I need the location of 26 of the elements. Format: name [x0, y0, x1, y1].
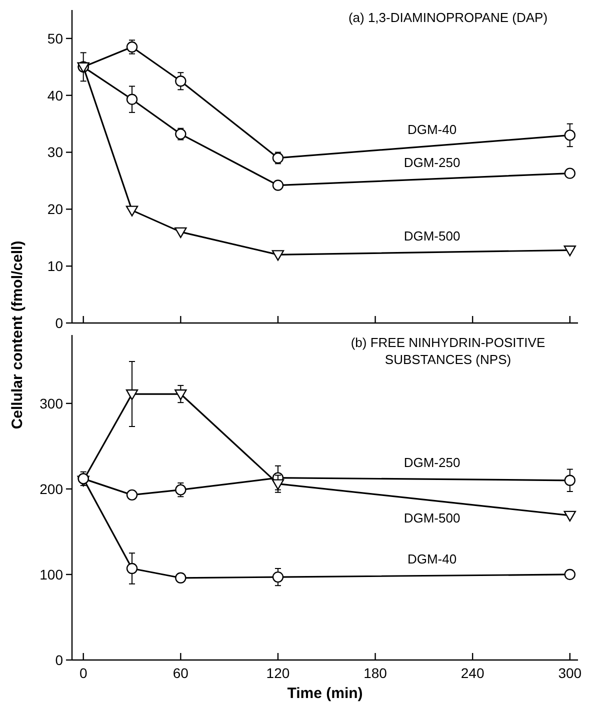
- x-tick-label: 300: [558, 665, 582, 681]
- y-tick-label: 50: [47, 30, 64, 46]
- series-label: DGM-500: [404, 228, 460, 244]
- x-axis-title: Time (min): [287, 685, 363, 702]
- series-label: DGM-40: [407, 122, 457, 137]
- x-tick-label: 180: [364, 665, 388, 681]
- y-tick-label: 10: [47, 258, 64, 274]
- y-tick-label: 20: [47, 201, 64, 218]
- series-label: DGM-250: [404, 455, 460, 470]
- x-tick-label: 60: [172, 665, 189, 681]
- y-tick-label: 40: [47, 87, 64, 104]
- series-label: DGM-250: [404, 154, 460, 170]
- text: (b) FREE NINHYDRIN-POSITIVE SUBSTANCES (NPS): [350, 335, 546, 367]
- x-tick-label: 240: [460, 665, 484, 681]
- series-label: DGM-500: [404, 510, 460, 526]
- series-label: DGM-40: [407, 552, 457, 567]
- y-axis-title: Cellular content (fmol/cell): [9, 240, 26, 430]
- x-tick-label: 120: [266, 665, 290, 681]
- x-tick-label: 0: [79, 665, 88, 681]
- y-tick-label: 0: [55, 652, 64, 668]
- chart-title: (a) 1,3-DIAMINOPROPANE (DAP): [348, 10, 548, 25]
- y-tick-label: 300: [40, 395, 64, 412]
- y-tick-label: 30: [47, 144, 64, 160]
- y-tick-label: 200: [40, 480, 64, 497]
- y-tick-label: 100: [40, 566, 64, 582]
- y-tick-label: 0: [55, 314, 64, 331]
